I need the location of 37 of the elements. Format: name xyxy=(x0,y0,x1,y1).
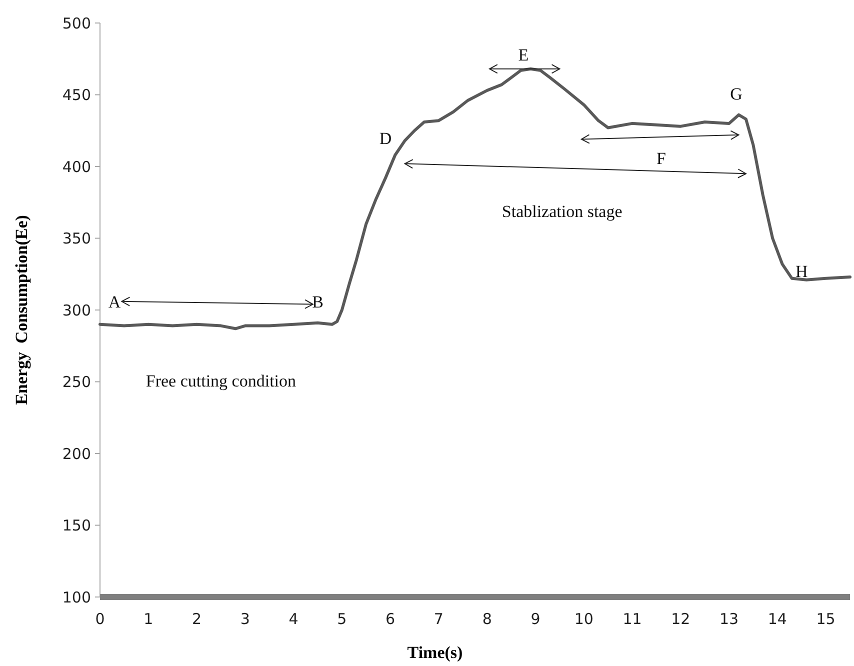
x-tick-label: 5 xyxy=(337,610,347,628)
annotation: Stablization stage xyxy=(502,202,622,221)
y-tick-label: 350 xyxy=(62,230,91,248)
x-tick-label: 12 xyxy=(671,610,690,628)
x-tick-label: 6 xyxy=(386,610,396,628)
x-tick-label: 3 xyxy=(240,610,250,628)
y-tick-label: 200 xyxy=(62,444,91,463)
annotation: D xyxy=(379,128,392,148)
x-tick-label: 0 xyxy=(95,610,105,628)
x-tick-label: 1 xyxy=(144,610,154,628)
x-tick-label: 15 xyxy=(816,610,836,628)
annotation: F xyxy=(656,148,666,168)
annotation: E xyxy=(518,46,529,65)
y-axis-title: Energy Consumption(Ee) xyxy=(12,215,31,405)
annotation: H xyxy=(795,262,808,282)
x-tick-label: 8 xyxy=(482,610,492,628)
x-tick-label: 11 xyxy=(622,610,642,628)
annotation: G xyxy=(730,84,742,104)
x-tick-label: 7 xyxy=(434,610,444,628)
y-tick-label: 150 xyxy=(62,516,91,534)
annotation: B xyxy=(312,292,324,312)
y-tick-label: 400 xyxy=(62,158,91,176)
y-tick-label: 500 xyxy=(62,14,91,32)
y-tick-label: 450 xyxy=(62,86,91,104)
annotation: Free cutting condition xyxy=(146,371,297,390)
x-tick-label: 4 xyxy=(288,610,298,628)
x-tick-label: 2 xyxy=(192,610,202,628)
y-tick-label: 300 xyxy=(62,301,91,320)
x-tick-label: 10 xyxy=(574,610,594,628)
y-tick-label: 100 xyxy=(62,588,91,606)
x-axis-title: Time(s) xyxy=(407,643,463,662)
y-tick-label: 250 xyxy=(62,373,91,391)
x-tick-label: 14 xyxy=(768,610,787,628)
x-tick-label: 13 xyxy=(719,610,739,628)
x-tick-label: 9 xyxy=(530,610,540,628)
line-series xyxy=(98,67,852,330)
annotation: A xyxy=(108,292,122,312)
